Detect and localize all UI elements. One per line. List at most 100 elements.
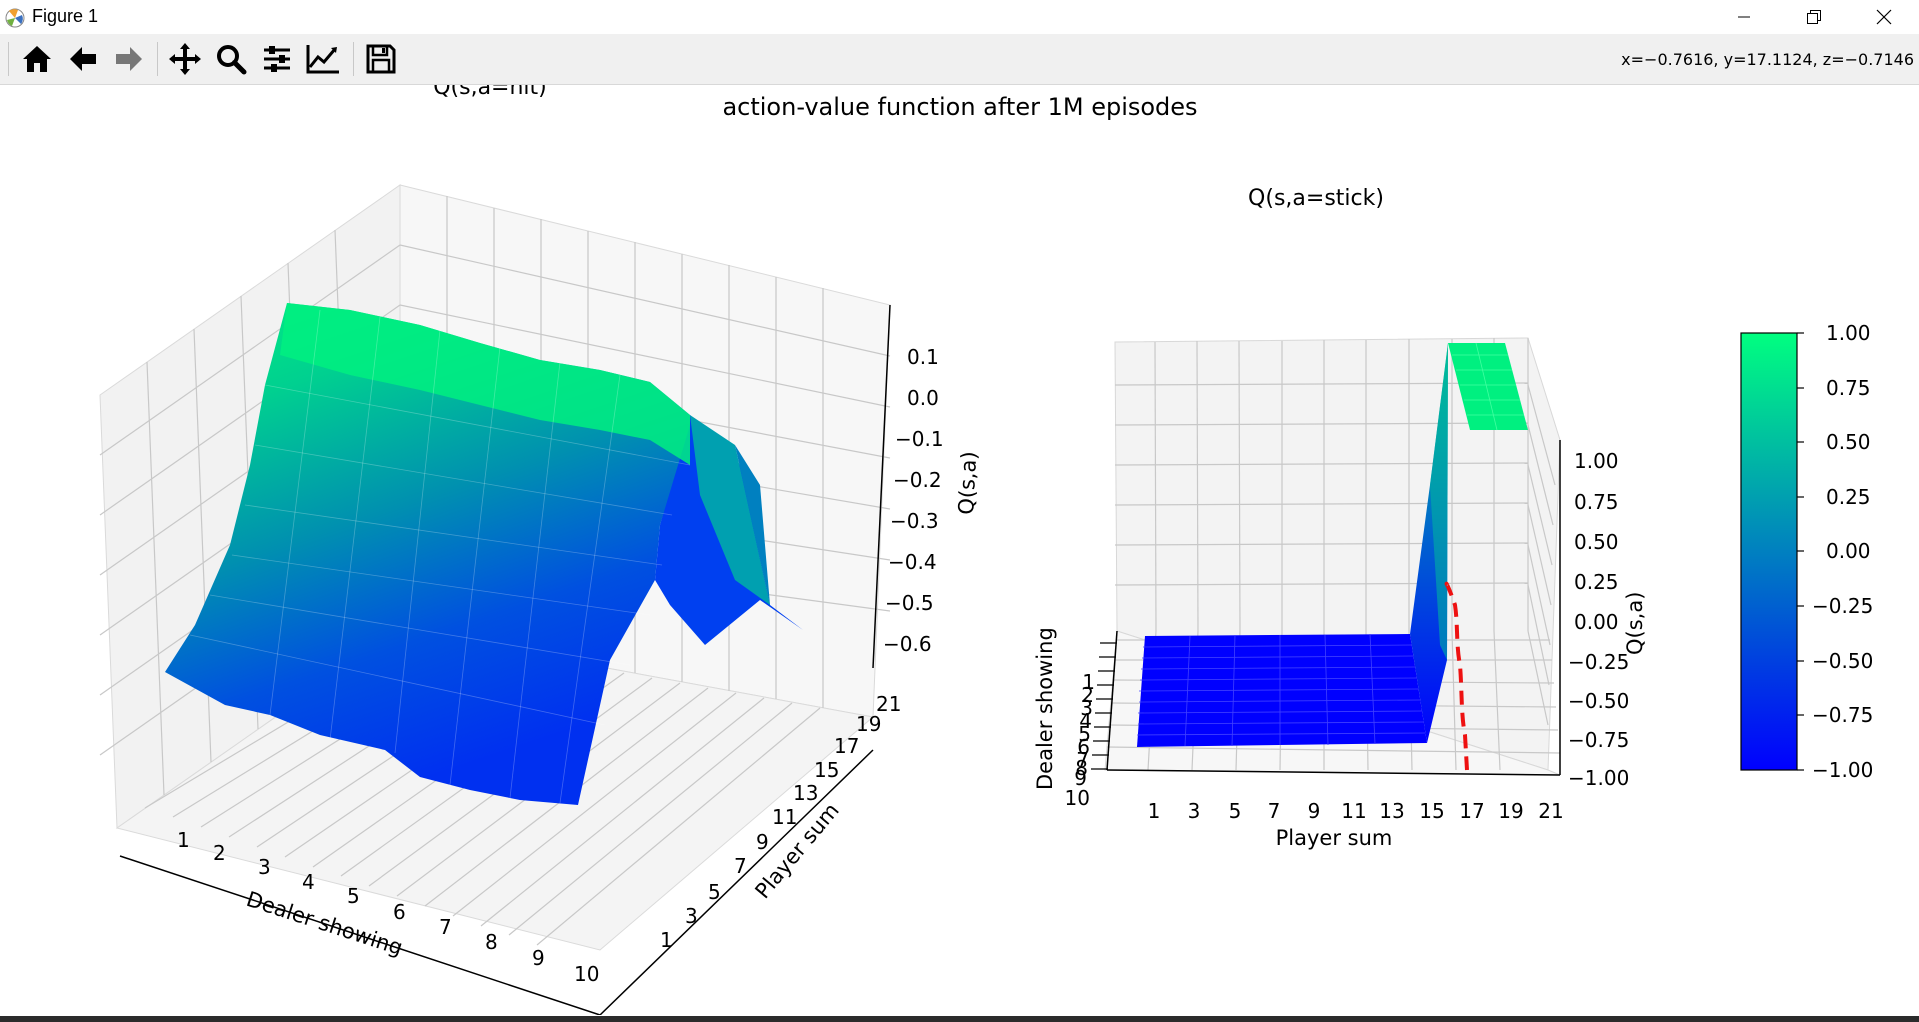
- back-button[interactable]: [63, 39, 103, 79]
- hit-x-tick: 10: [574, 962, 599, 986]
- hit-y-tick: 15: [814, 758, 839, 782]
- stick-high-mesh: [1452, 342, 1524, 431]
- save-floppy-icon: [366, 44, 396, 74]
- edit-axis-curve-icon: [306, 45, 339, 74]
- hit-y-tick: 3: [685, 904, 698, 928]
- hit-z-axis-line: [872, 304, 891, 669]
- stick-z-tick: −0.25: [1568, 650, 1629, 674]
- stick-x-tick: 21: [1538, 799, 1563, 823]
- hit-x-tick: 5: [347, 884, 360, 908]
- hit-subplot-title: Q(s,a=hit): [433, 85, 547, 100]
- hit-surface-main: [165, 303, 690, 805]
- stick-y-axis-label: Dealer showing: [1033, 627, 1057, 790]
- hit-y-tick: 11: [772, 805, 797, 829]
- hit-surface: [165, 303, 803, 805]
- window-title: Figure 1: [32, 6, 99, 26]
- hit-z-tick: −0.2: [893, 468, 942, 492]
- stick-y-axis-line: [1106, 630, 1118, 771]
- stick-y-tick: 5: [1078, 722, 1091, 746]
- stick-y-tick: 6: [1077, 735, 1090, 759]
- hit-y-ticks: 1 3 5 7 9 11 13 15 17 19 21: [660, 692, 901, 952]
- hit-x-tick: 3: [258, 855, 271, 879]
- hit-x-axis-line: [119, 855, 601, 1016]
- zoom-magnifier-icon: [217, 45, 247, 75]
- stick-y-tick: 4: [1079, 709, 1092, 733]
- stick-x-tick: 1: [1148, 799, 1161, 823]
- title-bar: Figure 1: [0, 0, 1919, 34]
- home-button[interactable]: [17, 39, 57, 79]
- colorbar-tick-marks: [1797, 332, 1804, 771]
- stick-subplot-title: Q(s,a=stick): [1248, 186, 1384, 211]
- hit-x-tick: 8: [485, 930, 498, 954]
- hit-y-tick: 5: [708, 880, 721, 904]
- save-button[interactable]: [361, 39, 401, 79]
- hit-x-tick: 2: [213, 841, 226, 865]
- matplotlib-app-icon: [5, 8, 25, 28]
- hit-x-ticks: 1 2 3 4 5 6 7 8 9 10: [177, 828, 599, 986]
- stick-surface-high-plateau: [1448, 343, 1528, 430]
- stick-x-tick: 7: [1268, 799, 1281, 823]
- hit-surface-back-right: [735, 445, 770, 605]
- colorbar-tick: −0.25: [1812, 594, 1873, 618]
- hit-z-tick: −0.3: [890, 509, 939, 533]
- hit-surface-mesh: [189, 309, 691, 804]
- home-icon: [23, 46, 51, 72]
- stick-subplot: Q(s,a=stick): [1033, 186, 1647, 850]
- toolbar-separator: [353, 42, 354, 76]
- stick-z-tick: 1.00: [1574, 449, 1619, 473]
- navigation-toolbar: x=−0.7616, y=17.1124, z=−0.7146: [0, 34, 1919, 85]
- hit-y-tick: 7: [734, 854, 747, 878]
- hit-z-tick: −0.6: [883, 632, 932, 656]
- hit-x-tick: 6: [393, 900, 406, 924]
- edit-axis-button[interactable]: [303, 39, 343, 79]
- stick-x-tick: 19: [1498, 799, 1523, 823]
- hit-z-tick: −0.5: [885, 591, 934, 615]
- toolbar-separator: [8, 42, 9, 76]
- stick-low-mesh: [1136, 633, 1426, 747]
- hit-y-tick: 9: [756, 830, 769, 854]
- stick-x-tick: 9: [1308, 799, 1321, 823]
- stick-z-tick: 0.50: [1574, 530, 1619, 554]
- stick-x-tick: 11: [1341, 799, 1366, 823]
- minimize-icon: [1738, 16, 1750, 18]
- stick-y-tick-marks: [1091, 642, 1117, 770]
- stick-z-tick: 0.75: [1574, 490, 1619, 514]
- stick-surface-wall-face: [1430, 343, 1448, 660]
- figure-canvas[interactable]: action-value function after 1M episodes …: [0, 75, 1919, 1016]
- colorbar-tick: −0.50: [1812, 649, 1873, 673]
- stick-z-tick: −0.75: [1568, 728, 1629, 752]
- stick-surface-low-plateau: [1137, 634, 1427, 747]
- stick-z-tick: −1.00: [1568, 766, 1629, 790]
- stick-y-tick: 1: [1082, 670, 1095, 694]
- hit-y-tick: 1: [660, 928, 673, 952]
- stick-z-tick: 0.25: [1574, 570, 1619, 594]
- stick-y-tick: 9: [1074, 766, 1087, 790]
- figure-svg: action-value function after 1M episodes …: [99, 75, 1873, 1016]
- hit-z-axis-label: Q(s,a): [954, 451, 981, 516]
- stick-x-tick: 17: [1459, 799, 1484, 823]
- colorbar-tick: 1.00: [1826, 321, 1871, 345]
- configure-subplots-button[interactable]: [257, 39, 297, 79]
- hit-x-tick: 4: [302, 870, 315, 894]
- close-button[interactable]: [1849, 0, 1919, 34]
- pan-button[interactable]: [165, 39, 205, 79]
- colorbar-ticks: 1.00 0.75 0.50 0.25 0.00 −0.25 −0.50 −0.…: [1812, 321, 1873, 782]
- stick-x-axis-label: Player sum: [1276, 826, 1393, 850]
- stick-x-tick: 5: [1229, 799, 1242, 823]
- minimize-button[interactable]: [1709, 0, 1779, 34]
- colorbar-gradient: [1740, 332, 1798, 771]
- stick-x-axis-line: [1106, 769, 1561, 776]
- hit-x-tick: 1: [177, 828, 190, 852]
- stick-y-tick: 2: [1081, 683, 1094, 707]
- zoom-button[interactable]: [211, 39, 251, 79]
- figure-suptitle: action-value function after 1M episodes: [722, 93, 1197, 121]
- taskbar-edge: [0, 1016, 1919, 1022]
- hit-y-tick: 17: [834, 734, 859, 758]
- hit-y-tick: 19: [856, 712, 881, 736]
- forward-button[interactable]: [109, 39, 149, 79]
- hit-z-tick: 0.1: [907, 345, 939, 369]
- hit-z-tick: −0.4: [888, 550, 937, 574]
- restore-button[interactable]: [1779, 0, 1849, 34]
- hit-z-ticks: 0.1 0.0 −0.1 −0.2 −0.3 −0.4 −0.5 −0.6: [883, 345, 944, 656]
- hit-y-axis-line: [599, 749, 874, 1016]
